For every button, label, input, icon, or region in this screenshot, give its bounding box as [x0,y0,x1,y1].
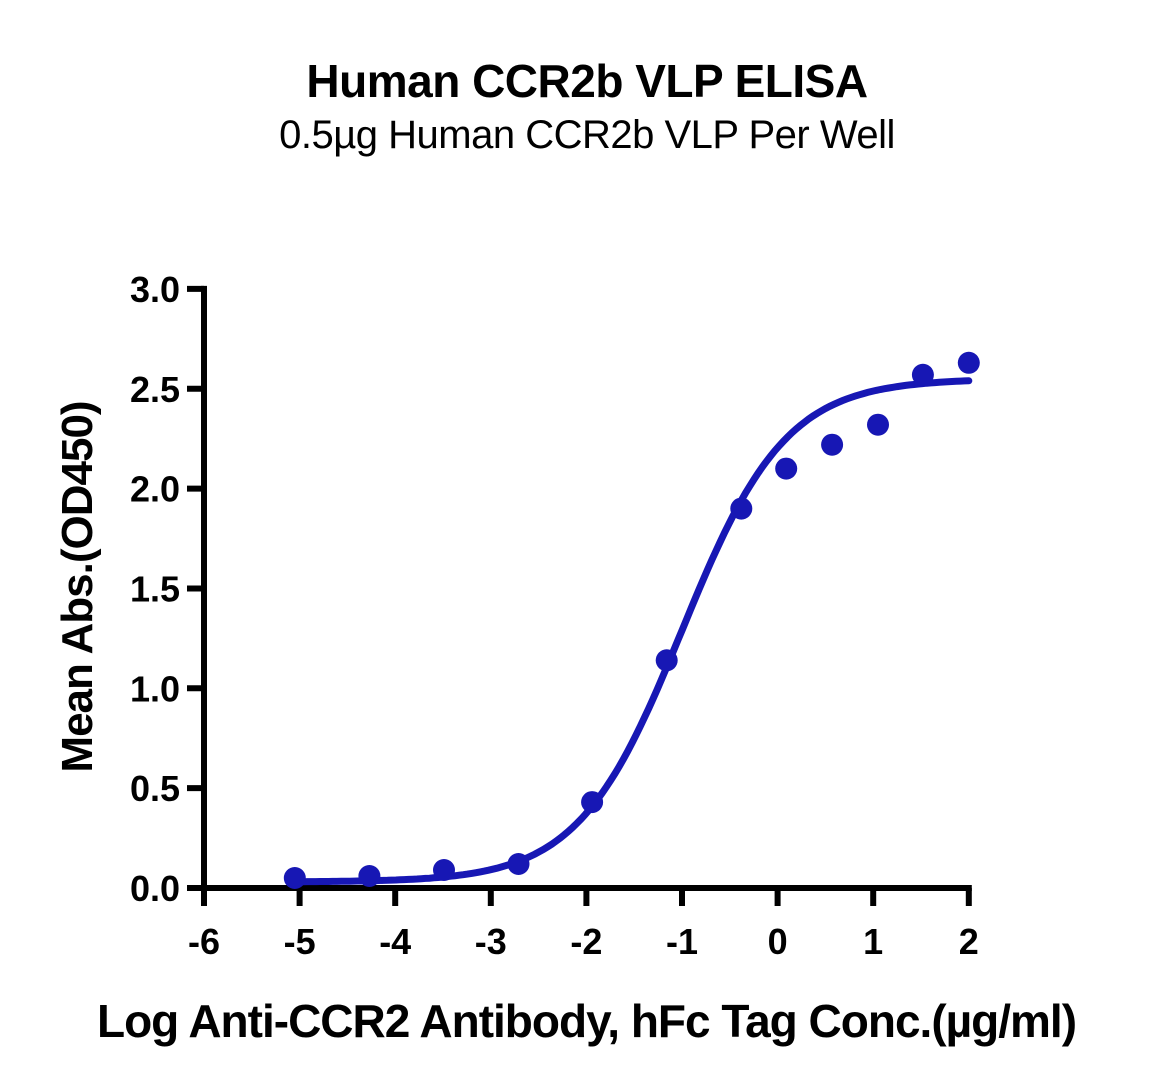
y-tick-label: 2.5 [130,369,180,410]
x-tick-label: 1 [863,921,883,962]
dose-response-curve [291,377,973,886]
y-tick-label: 1.5 [130,568,180,609]
axis-ticks [187,285,972,906]
x-axis-title: Log Anti-CCR2 Antibody, hFc Tag Conc.(µg… [96,995,1077,1047]
data-point [358,865,381,887]
data-point [957,351,980,374]
data-points [283,351,980,889]
data-point [433,859,455,881]
x-tick-label: -5 [284,921,316,962]
x-tick-label: 2 [959,921,979,962]
data-point [867,413,889,436]
x-tick-label: -6 [188,921,220,962]
data-point [507,853,530,875]
chart-title: Human CCR2b VLP ELISA [306,55,868,107]
fit-curve [291,377,973,886]
x-tick-label: -4 [379,921,411,962]
data-point [730,497,753,520]
tick-labels: -6 -5 -4 -3 -2 -1 0 1 2 0.0 0.5 1.0 1.5 2.0 2.5 3.0 [130,269,979,962]
data-point [283,867,306,889]
x-tick-label: -2 [570,921,602,962]
y-tick-label: 1.0 [130,668,180,709]
data-point [655,649,678,672]
y-tick-label: 2.0 [130,469,180,510]
y-tick-label: 0.0 [130,868,180,909]
y-tick-label: 0.5 [130,768,180,809]
x-tick-label: -1 [666,921,698,962]
data-point [821,433,844,456]
x-tick-label: 0 [768,921,788,962]
data-point [581,791,604,814]
data-point [911,363,934,386]
data-point [775,457,798,480]
y-axis-title: Mean Abs.(OD450) [53,401,102,772]
y-tick-label: 3.0 [130,269,180,310]
chart-subtitle: 0.5µg Human CCR2b VLP Per Well [279,113,895,157]
x-tick-label: -3 [475,921,507,962]
